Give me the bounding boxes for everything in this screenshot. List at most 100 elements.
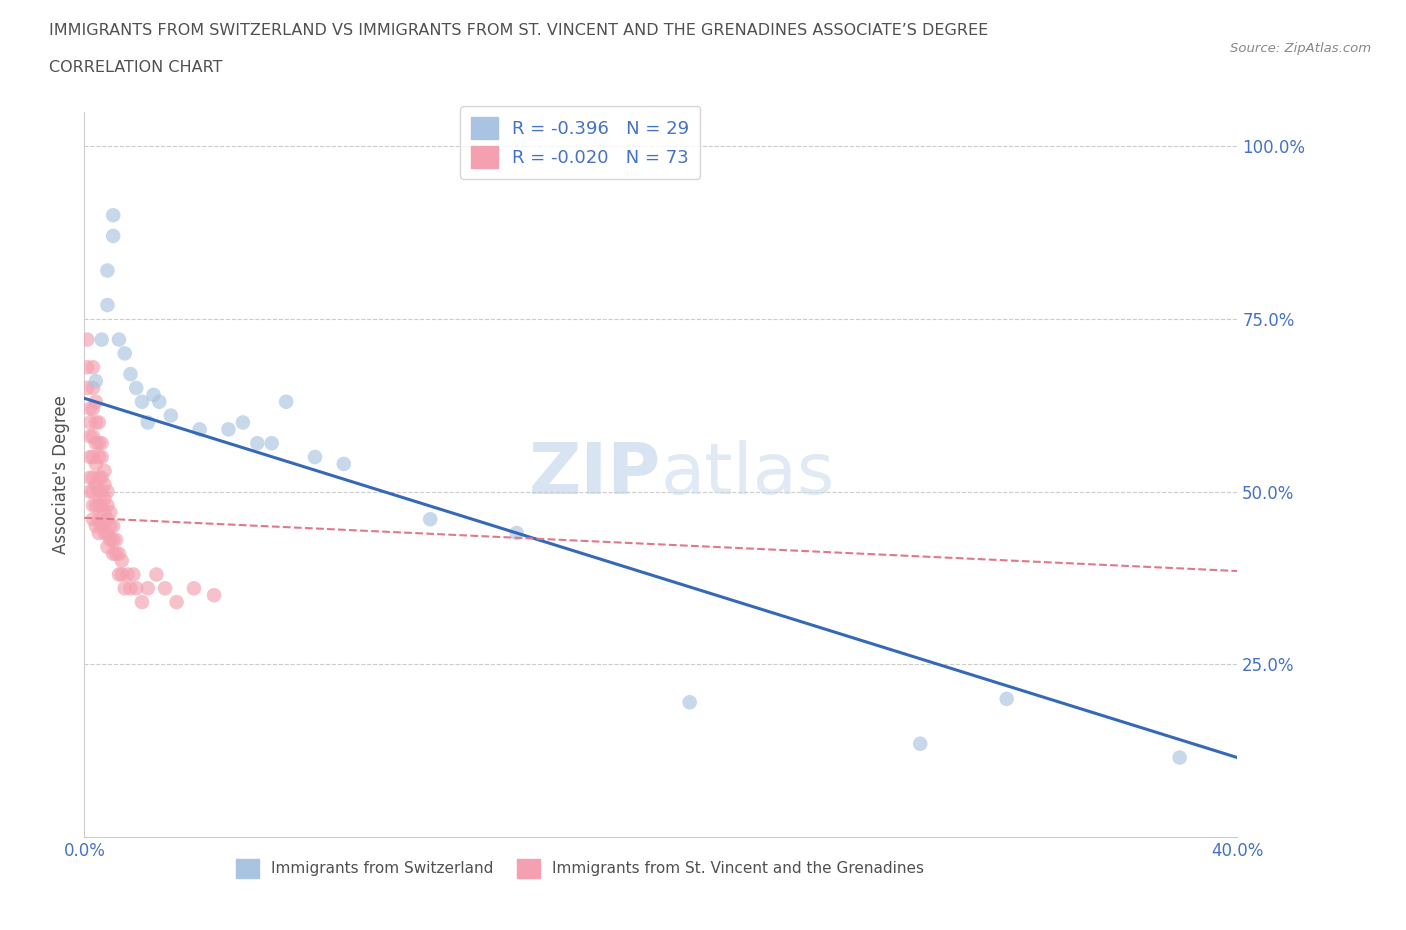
Point xyxy=(506,525,529,540)
Point xyxy=(218,422,240,437)
Point xyxy=(82,360,104,375)
Text: IMMIGRANTS FROM SWITZERLAND VS IMMIGRANTS FROM ST. VINCENT AND THE GRENADINES AS: IMMIGRANTS FROM SWITZERLAND VS IMMIGRANT… xyxy=(49,23,988,38)
Point xyxy=(87,449,110,464)
Point xyxy=(105,546,128,561)
Point xyxy=(122,567,145,582)
Point xyxy=(679,695,702,710)
Point xyxy=(136,581,159,596)
Point xyxy=(79,429,101,444)
Text: CORRELATION CHART: CORRELATION CHART xyxy=(49,60,222,75)
Point xyxy=(90,471,112,485)
Point xyxy=(114,346,136,361)
Point xyxy=(232,415,254,430)
Point xyxy=(103,533,124,548)
Point xyxy=(87,485,110,499)
Text: Source: ZipAtlas.com: Source: ZipAtlas.com xyxy=(1230,42,1371,55)
Point xyxy=(333,457,356,472)
Point xyxy=(79,471,101,485)
Text: atlas: atlas xyxy=(661,440,835,509)
Point xyxy=(188,422,211,437)
Point xyxy=(90,449,112,464)
Point xyxy=(90,332,112,347)
Point xyxy=(1168,751,1191,765)
Point xyxy=(246,436,269,451)
Point xyxy=(117,567,139,582)
Point xyxy=(96,298,118,312)
Point xyxy=(142,388,165,403)
Point xyxy=(79,401,101,416)
Point xyxy=(84,436,107,451)
Point xyxy=(103,519,124,534)
Point xyxy=(93,505,115,520)
Point xyxy=(84,498,107,512)
Point xyxy=(131,594,153,609)
Point xyxy=(160,408,183,423)
Point xyxy=(108,332,131,347)
Point xyxy=(96,498,118,512)
Point xyxy=(87,512,110,526)
Point xyxy=(82,380,104,395)
Point xyxy=(90,519,112,534)
Point xyxy=(103,546,124,561)
Point xyxy=(84,374,107,389)
Point xyxy=(93,491,115,506)
Point xyxy=(82,485,104,499)
Point xyxy=(79,485,101,499)
Point xyxy=(96,485,118,499)
Point xyxy=(82,498,104,512)
Point xyxy=(910,737,932,751)
Text: ZIP: ZIP xyxy=(529,440,661,509)
Point xyxy=(84,457,107,472)
Point xyxy=(166,594,188,609)
Point xyxy=(145,567,167,582)
Point xyxy=(98,519,121,534)
Point xyxy=(82,512,104,526)
Point xyxy=(153,581,176,596)
Point xyxy=(111,553,134,568)
Point xyxy=(93,477,115,492)
Point xyxy=(995,691,1018,706)
Point xyxy=(87,471,110,485)
Point xyxy=(108,546,131,561)
Point xyxy=(87,525,110,540)
Point xyxy=(82,401,104,416)
Point xyxy=(98,533,121,548)
Point xyxy=(120,581,142,596)
Point xyxy=(202,588,225,603)
Point xyxy=(120,366,142,381)
Point xyxy=(90,485,112,499)
Point xyxy=(79,449,101,464)
Point xyxy=(419,512,441,526)
Y-axis label: Associate's Degree: Associate's Degree xyxy=(52,395,70,553)
Point xyxy=(90,498,112,512)
Point xyxy=(96,525,118,540)
Point xyxy=(108,567,131,582)
Point xyxy=(148,394,170,409)
Point xyxy=(82,429,104,444)
Point xyxy=(304,449,326,464)
Point xyxy=(125,380,148,395)
Legend: Immigrants from Switzerland, Immigrants from St. Vincent and the Grenadines: Immigrants from Switzerland, Immigrants … xyxy=(231,853,929,884)
Point xyxy=(276,394,298,409)
Point xyxy=(76,360,98,375)
Point xyxy=(111,567,134,582)
Point xyxy=(84,394,107,409)
Point xyxy=(98,505,121,520)
Point xyxy=(84,519,107,534)
Point xyxy=(93,525,115,540)
Point xyxy=(87,436,110,451)
Point xyxy=(79,415,101,430)
Point xyxy=(87,498,110,512)
Point xyxy=(96,263,118,278)
Point xyxy=(84,415,107,430)
Point xyxy=(103,229,124,244)
Point xyxy=(131,394,153,409)
Point xyxy=(96,539,118,554)
Point xyxy=(96,512,118,526)
Point xyxy=(90,436,112,451)
Point xyxy=(105,533,128,548)
Point xyxy=(93,463,115,478)
Point xyxy=(183,581,205,596)
Point xyxy=(76,332,98,347)
Point xyxy=(125,581,148,596)
